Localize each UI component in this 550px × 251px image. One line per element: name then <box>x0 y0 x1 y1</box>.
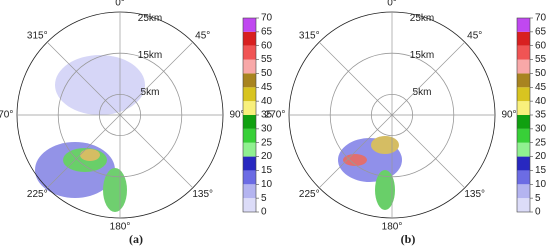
angle-label: 180° <box>382 222 403 233</box>
colorbar-bin <box>517 115 530 129</box>
colorbar-label: 40 <box>535 96 547 107</box>
colorbar-label: 50 <box>535 68 547 79</box>
colorbar-bin <box>517 156 530 171</box>
colorbar-label: 50 <box>261 68 273 79</box>
angle-label: 45° <box>467 30 482 41</box>
colorbar-bin <box>517 59 530 74</box>
angle-label: 315° <box>299 30 320 41</box>
colorbar-bin <box>517 142 530 157</box>
colorbar-label: 25 <box>535 137 547 148</box>
colorbar-label: 30 <box>535 123 547 134</box>
colorbar-bin <box>243 87 256 102</box>
angle-label: 225° <box>299 189 320 200</box>
angle-label: 315° <box>27 30 48 41</box>
colorbar-label: 35 <box>261 110 273 121</box>
colorbar-bin <box>517 128 530 143</box>
colorbar-label: 70 <box>535 13 547 24</box>
angle-label: 45° <box>195 30 210 41</box>
colorbar-label: 60 <box>535 40 547 51</box>
colorbar-label: 25 <box>261 137 273 148</box>
angle-label: 0° <box>115 0 125 9</box>
colorbar-label: 70 <box>261 13 273 24</box>
colorbar-bin <box>243 59 256 74</box>
colorbar-bin <box>243 101 256 115</box>
colorbar-label: 65 <box>261 26 273 37</box>
colorbar-bin <box>517 87 530 102</box>
colorbar-bin <box>243 184 256 199</box>
colorbar-label: 35 <box>535 110 547 121</box>
colorbar-bin <box>243 115 256 129</box>
colorbar-bin <box>243 18 256 32</box>
colorbar-label: 65 <box>535 26 547 37</box>
spoke <box>391 114 466 189</box>
spoke <box>119 114 194 189</box>
colorbar-label: 15 <box>535 165 547 176</box>
angle-label: 0° <box>387 0 397 9</box>
colorbar-label: 45 <box>535 82 547 93</box>
colorbar-label: 45 <box>261 82 273 93</box>
echo <box>371 136 399 154</box>
colorbar-bin <box>517 31 530 46</box>
range-label: 15km <box>138 50 162 61</box>
colorbar-label: 55 <box>261 54 273 65</box>
angle-label: 270° <box>265 110 286 121</box>
colorbar-bin <box>517 18 530 32</box>
angle-label: 90° <box>501 110 516 121</box>
angle-label: 135° <box>192 189 213 200</box>
echo <box>375 170 395 210</box>
spoke <box>119 41 194 116</box>
colorbar-bin <box>517 170 530 185</box>
angle-label: 135° <box>464 189 485 200</box>
angle-label: 225° <box>27 189 48 200</box>
colorbar-bin <box>243 142 256 157</box>
echo <box>55 55 145 115</box>
range-label: 25km <box>410 13 434 24</box>
spoke <box>391 41 466 116</box>
colorbar-label: 5 <box>535 193 541 204</box>
caption: (b) <box>401 232 416 246</box>
colorbar-label: 0 <box>261 207 267 218</box>
colorbar-label: 60 <box>261 40 273 51</box>
echo <box>343 154 367 166</box>
colorbar-bin <box>517 101 530 115</box>
range-label: 25km <box>138 13 162 24</box>
angle-label: 270° <box>0 110 13 121</box>
colorbar-label: 30 <box>261 123 273 134</box>
echo <box>103 168 127 212</box>
colorbar-label: 0 <box>535 207 541 218</box>
colorbar-bin <box>517 184 530 199</box>
colorbar-label: 20 <box>261 151 273 162</box>
echo-decoration <box>35 55 402 212</box>
range-label: 15km <box>410 50 434 61</box>
colorbar-bin <box>243 170 256 185</box>
colorbar-label: 40 <box>261 96 273 107</box>
colorbar-bin <box>243 73 256 88</box>
colorbar-bin <box>517 73 530 88</box>
range-label: 5km <box>141 87 160 98</box>
colorbar-bin <box>243 156 256 171</box>
colorbar-label: 10 <box>261 179 273 190</box>
colorbar-bin <box>243 31 256 46</box>
angle-label: 90° <box>229 110 244 121</box>
colorbar-bin <box>243 198 256 212</box>
range-label: 5km <box>413 87 432 98</box>
spoke <box>46 41 121 116</box>
caption: (a) <box>129 232 143 246</box>
colorbar-label: 20 <box>535 151 547 162</box>
spoke <box>46 114 121 189</box>
colorbar-bin <box>243 45 256 60</box>
colorbar-bin <box>517 198 530 212</box>
spoke <box>318 41 393 116</box>
colorbar-label: 5 <box>261 193 267 204</box>
colorbar-bin <box>243 128 256 143</box>
colorbar-bin <box>517 45 530 60</box>
colorbar-label: 10 <box>535 179 547 190</box>
spoke <box>318 114 393 189</box>
colorbar-label: 15 <box>261 165 273 176</box>
angle-label: 180° <box>110 222 131 233</box>
colorbar-label: 55 <box>535 54 547 65</box>
echo <box>80 149 100 161</box>
